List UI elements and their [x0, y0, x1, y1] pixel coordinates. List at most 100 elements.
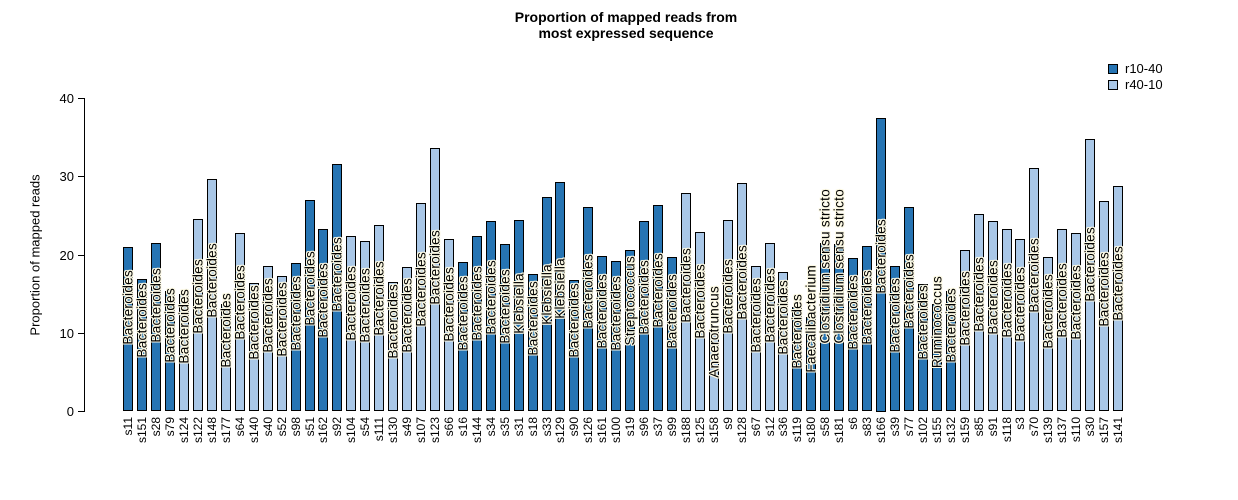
genus-label-s6: Bacteroides: [845, 274, 861, 350]
x-tick-label-s40: s40: [260, 417, 275, 437]
x-tick-label-s99: s99: [664, 417, 679, 437]
genus-label-s188: Bacteroides: [678, 248, 694, 323]
bar-s77: Bacteroides: [901, 207, 917, 412]
genus-label-s28: Bacteroides: [148, 268, 164, 343]
genus-label-s104: Bacteroides: [343, 265, 359, 341]
genus-label-s137: Bacteroides: [1054, 263, 1070, 338]
x-tick-label-s151: s151: [135, 417, 150, 444]
x-tick-label-s159: s159: [957, 417, 972, 444]
x-tick-label-s137: s137: [1055, 417, 1070, 444]
genus-label-s31: Klebsiella: [511, 273, 527, 334]
legend-label-r40-10: r40-10: [1125, 77, 1163, 92]
genus-label-s122: Bacteroides: [190, 258, 206, 334]
x-tick-label-s16: s16: [455, 417, 470, 437]
bar-s119: Bacteroides: [790, 294, 805, 412]
genus-label-s111: Bacteroides: [371, 261, 387, 337]
x-tick-label-s34: s34: [483, 417, 498, 437]
x-tick-label-s79: s79: [163, 417, 178, 437]
genus-label-s49: Bacteroides: [399, 278, 415, 353]
y-tick-mark-30: [78, 176, 84, 178]
x-tick-label-s118: s118: [999, 417, 1014, 443]
bar-s118: Bacteroides: [999, 228, 1014, 412]
bar-s58: Clostridium sensu stricto: [818, 189, 833, 412]
bar-s100: Bacteroides: [609, 261, 624, 412]
legend-swatch-r10-40: [1108, 63, 1118, 74]
x-tick-label-s18: s18: [525, 417, 540, 437]
bar-s11: Bacteroides: [120, 247, 136, 412]
bar-s139: Bacteroides: [1041, 257, 1056, 412]
bar-s125: Bacteroides: [692, 232, 707, 412]
genus-label-s70: Bacteroides: [1026, 238, 1042, 313]
x-tick-label-s161: s161: [595, 417, 610, 444]
x-tick-label-s54: s54: [358, 417, 373, 437]
genus-label-s16: Bacteroides: [455, 276, 471, 351]
genus-label-s77: Bacteroides: [901, 254, 917, 329]
x-tick-label-s155: s155: [929, 417, 944, 444]
x-tick-label-s37: s37: [651, 417, 666, 437]
bar-s54: Bacteroides: [358, 241, 373, 412]
chart-title: Proportion of mapped reads from most exp…: [0, 9, 1238, 41]
x-tick-label-s180: s180: [804, 417, 819, 444]
genus-label-s92: Bacteroides: [329, 236, 345, 312]
bar-s40: Bacteroides: [260, 266, 276, 412]
x-tick-label-s92: s92: [330, 417, 345, 437]
bar-s122: Bacteroides: [190, 219, 206, 412]
bar-s99: Bacteroides: [664, 257, 680, 412]
legend: r10-40 r40-10: [1108, 62, 1163, 94]
y-tick-label-40: 40: [59, 91, 74, 107]
genus-label-s91: Bacteroides: [985, 259, 1001, 335]
bar-s70: Bacteroides: [1026, 167, 1042, 412]
bar-s52: Bacteroides: [274, 276, 289, 412]
y-tick-mark-20: [78, 254, 84, 256]
genus-label-s110: Bacteroides: [1068, 264, 1084, 340]
genus-label-s37: Bacteroides: [650, 253, 666, 328]
bar-s162: Bacteroides: [316, 229, 331, 412]
x-tick-label-s130: s130: [386, 417, 401, 444]
genus-label-s12: Bacteroides: [762, 268, 778, 343]
bar-s90: Bacteroides: [567, 280, 582, 412]
bar-s159: Bacteroides: [957, 249, 973, 412]
bar-s30: Bacteroides: [1082, 139, 1098, 412]
genus-label-s130: Bacteroides: [385, 283, 401, 359]
genus-label-s30: Bacteroides: [1082, 227, 1098, 302]
bar-s28: Bacteroides: [148, 242, 164, 412]
genus-label-s83: Bacteroides: [859, 269, 875, 345]
genus-label-s11: Bacteroides: [120, 270, 136, 345]
genus-label-s141: Bacteroides: [1110, 245, 1126, 321]
bar-s79: Bacteroides: [163, 288, 178, 412]
y-tick-mark-40: [78, 98, 84, 100]
x-tick-label-s35: s35: [497, 417, 512, 437]
bar-s104: Bacteroides: [343, 236, 359, 412]
genus-label-s159: Bacteroides: [957, 271, 973, 346]
legend-swatch-r40-10: [1108, 79, 1118, 90]
x-tick-label-s177: s177: [218, 417, 233, 444]
bar-s123: Bacteroides: [427, 147, 442, 412]
bar-s92: Bacteroides: [329, 163, 345, 412]
bar-s18: Bacteroides: [525, 273, 541, 412]
bar-s130: Bacteroides: [385, 281, 401, 412]
bar-s126: Bacteroides: [581, 207, 596, 412]
genus-label-s166: Bacteroides: [873, 218, 889, 294]
x-tick-label-s90: s90: [567, 417, 582, 437]
genus-label-s40: Bacteroides: [260, 277, 276, 353]
y-tick-label-10: 10: [59, 325, 74, 341]
genus-label-s151: Bacteroides: [134, 283, 150, 358]
genus-label-s9: Bacteroides: [720, 259, 736, 334]
genus-label-s132: Bacteroides: [943, 287, 959, 363]
x-tick-label-s107: s107: [414, 417, 429, 444]
y-tick-label-20: 20: [59, 247, 74, 263]
legend-label-r10-40: r10-40: [1125, 61, 1163, 76]
x-tick-label-s33: s33: [539, 417, 554, 437]
bar-s31: Klebsiella: [511, 219, 527, 412]
bar-s181: Clostridium sensu stricto: [832, 189, 847, 412]
genus-label-s99: Bacteroides: [664, 274, 680, 349]
bar-s102: Bacteroides: [915, 284, 930, 412]
x-tick-label-s157: s157: [1097, 417, 1112, 444]
bar-s36: Bacteroides: [776, 272, 791, 412]
x-tick-label-s158: s158: [706, 417, 721, 444]
genus-label-s18: Bacteroides: [525, 280, 541, 356]
bar-s132: Bacteroides: [943, 287, 959, 412]
bar-s137: Bacteroides: [1054, 229, 1070, 412]
legend-entry-r10-40: r10-40: [1108, 62, 1163, 75]
genus-label-s51: Bacteroides: [302, 251, 318, 326]
